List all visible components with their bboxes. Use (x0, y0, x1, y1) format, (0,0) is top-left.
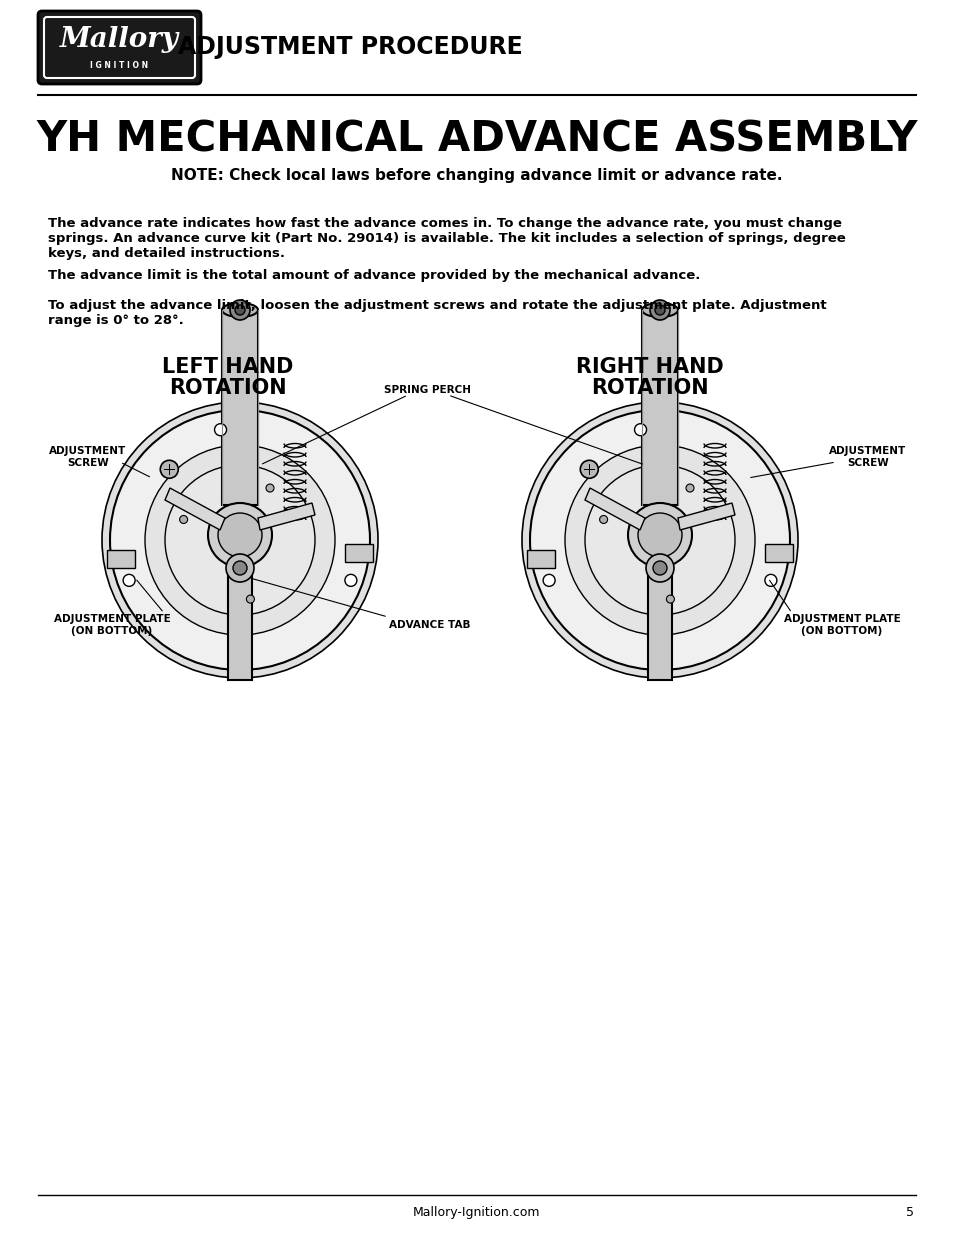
Text: YH MECHANICAL ADVANCE ASSEMBLY: YH MECHANICAL ADVANCE ASSEMBLY (36, 119, 917, 161)
Polygon shape (257, 503, 314, 530)
Text: ADVANCE TAB: ADVANCE TAB (389, 620, 470, 630)
Circle shape (649, 300, 669, 320)
Circle shape (564, 445, 754, 635)
Circle shape (345, 574, 356, 587)
Circle shape (230, 300, 250, 320)
Circle shape (160, 461, 178, 478)
Circle shape (208, 503, 272, 567)
Circle shape (218, 513, 262, 557)
Circle shape (579, 461, 598, 478)
Circle shape (214, 424, 226, 436)
Circle shape (246, 595, 254, 603)
Bar (647, 571, 671, 680)
Text: ROTATION: ROTATION (591, 378, 708, 398)
Text: The advance rate indicates how fast the advance comes in. To change the advance : The advance rate indicates how fast the … (48, 217, 845, 261)
Text: ADJUSTMENT PLATE
(ON BOTTOM): ADJUSTMENT PLATE (ON BOTTOM) (53, 614, 171, 636)
Bar (641, 310, 678, 505)
Bar (345, 543, 373, 562)
Circle shape (521, 403, 797, 678)
Text: NOTE: Check local laws before changing advance limit or advance rate.: NOTE: Check local laws before changing a… (172, 168, 781, 183)
Circle shape (233, 561, 247, 576)
Circle shape (652, 561, 666, 576)
Bar (107, 550, 135, 568)
Bar (526, 550, 555, 568)
Text: To adjust the advance limit, loosen the adjustment screws and rotate the adjustm: To adjust the advance limit, loosen the … (48, 299, 825, 327)
Text: 5: 5 (905, 1207, 913, 1219)
Text: Mallory: Mallory (60, 26, 179, 53)
Text: The advance limit is the total amount of advance provided by the mechanical adva: The advance limit is the total amount of… (48, 269, 700, 282)
Bar (228, 571, 252, 680)
Text: ROTATION: ROTATION (169, 378, 287, 398)
Circle shape (123, 574, 135, 587)
Circle shape (530, 410, 789, 671)
Circle shape (584, 466, 734, 615)
Ellipse shape (641, 303, 678, 317)
Text: I G N I T I O N: I G N I T I O N (91, 62, 149, 70)
FancyBboxPatch shape (38, 11, 201, 84)
Circle shape (542, 574, 555, 587)
Circle shape (645, 555, 673, 582)
Bar (222, 310, 257, 505)
Circle shape (226, 555, 253, 582)
Circle shape (685, 484, 693, 492)
Circle shape (634, 424, 646, 436)
Polygon shape (165, 488, 225, 530)
Text: SPRING PERCH: SPRING PERCH (384, 385, 471, 395)
Text: ADJUSTMENT
SCREW: ADJUSTMENT SCREW (50, 446, 127, 468)
Text: ADJUSTMENT PROCEDURE: ADJUSTMENT PROCEDURE (177, 35, 522, 59)
Circle shape (627, 503, 691, 567)
Circle shape (638, 513, 681, 557)
Circle shape (145, 445, 335, 635)
Text: LEFT HAND: LEFT HAND (162, 357, 294, 377)
Circle shape (666, 595, 674, 603)
Ellipse shape (222, 303, 257, 317)
Circle shape (655, 305, 664, 315)
Text: ADJUSTMENT
SCREW: ADJUSTMENT SCREW (828, 446, 905, 468)
Text: ADJUSTMENT PLATE
(ON BOTTOM): ADJUSTMENT PLATE (ON BOTTOM) (782, 614, 900, 636)
Circle shape (179, 515, 188, 524)
Circle shape (165, 466, 314, 615)
FancyBboxPatch shape (44, 17, 194, 78)
Circle shape (599, 515, 607, 524)
Circle shape (102, 403, 377, 678)
Polygon shape (678, 503, 734, 530)
Circle shape (764, 574, 776, 587)
Bar (764, 543, 792, 562)
Circle shape (110, 410, 370, 671)
Circle shape (266, 484, 274, 492)
Polygon shape (584, 488, 644, 530)
Text: Mallory-Ignition.com: Mallory-Ignition.com (413, 1207, 540, 1219)
Circle shape (234, 305, 245, 315)
Text: RIGHT HAND: RIGHT HAND (576, 357, 723, 377)
